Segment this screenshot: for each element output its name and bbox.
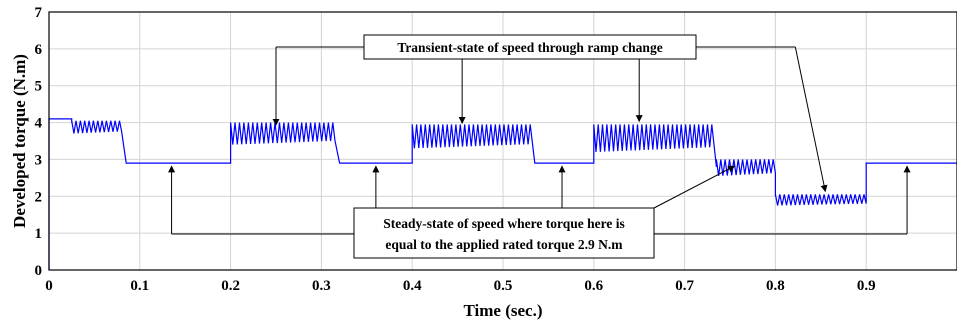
y-tick-label: 7 <box>35 5 43 21</box>
x-axis-label: Time (sec.) <box>464 301 543 320</box>
x-tick-label: 0.5 <box>494 278 513 294</box>
transient-annotation: Transient-state of speed through ramp ch… <box>363 34 697 60</box>
x-tick-label: 0.1 <box>130 278 149 294</box>
y-axis-label: Developed torque (N.m) <box>10 54 29 228</box>
steady-state-annotation-box <box>353 207 655 259</box>
x-tick-label: 0.7 <box>675 278 694 294</box>
x-tick-label: 0.9 <box>857 278 876 294</box>
steady-state-annotation-line-2: equal to the applied rated torque 2.9 N.… <box>385 237 623 252</box>
transient-arrow <box>794 46 828 193</box>
torque-trace <box>48 118 957 270</box>
x-tick-label: 0.2 <box>221 278 240 294</box>
x-tick-label: 0.4 <box>403 278 422 294</box>
series-layer <box>48 118 957 270</box>
x-tick-label: 0.3 <box>312 278 331 294</box>
x-tick-label: 0 <box>45 278 53 294</box>
plot-frame <box>48 11 957 271</box>
steady-state-arrow <box>653 165 736 209</box>
y-tick-label: 5 <box>35 79 43 95</box>
y-tick-labels: 0 1 2 3 4 5 6 7 <box>35 5 43 279</box>
y-tick-label: 6 <box>35 42 43 58</box>
x-tick-label: 0.8 <box>766 278 785 294</box>
y-tick-label: 1 <box>35 226 43 242</box>
steady-state-annotation: Steady-state of speed where torque here … <box>353 207 655 259</box>
annotation-arrows <box>168 46 911 235</box>
x-tick-labels: 0 0.1 0.2 0.3 0.4 0.5 0.6 0.7 0.8 0.9 <box>45 278 875 294</box>
y-tick-label: 4 <box>35 116 43 132</box>
transient-annotation-text: Transient-state of speed through ramp ch… <box>397 40 662 55</box>
y-tick-label: 2 <box>35 189 43 205</box>
y-tick-label: 3 <box>35 152 43 168</box>
x-tick-label: 0.6 <box>584 278 603 294</box>
y-tick-label: 0 <box>35 263 43 279</box>
steady-state-annotation-line-1: Steady-state of speed where torque here … <box>383 216 624 231</box>
